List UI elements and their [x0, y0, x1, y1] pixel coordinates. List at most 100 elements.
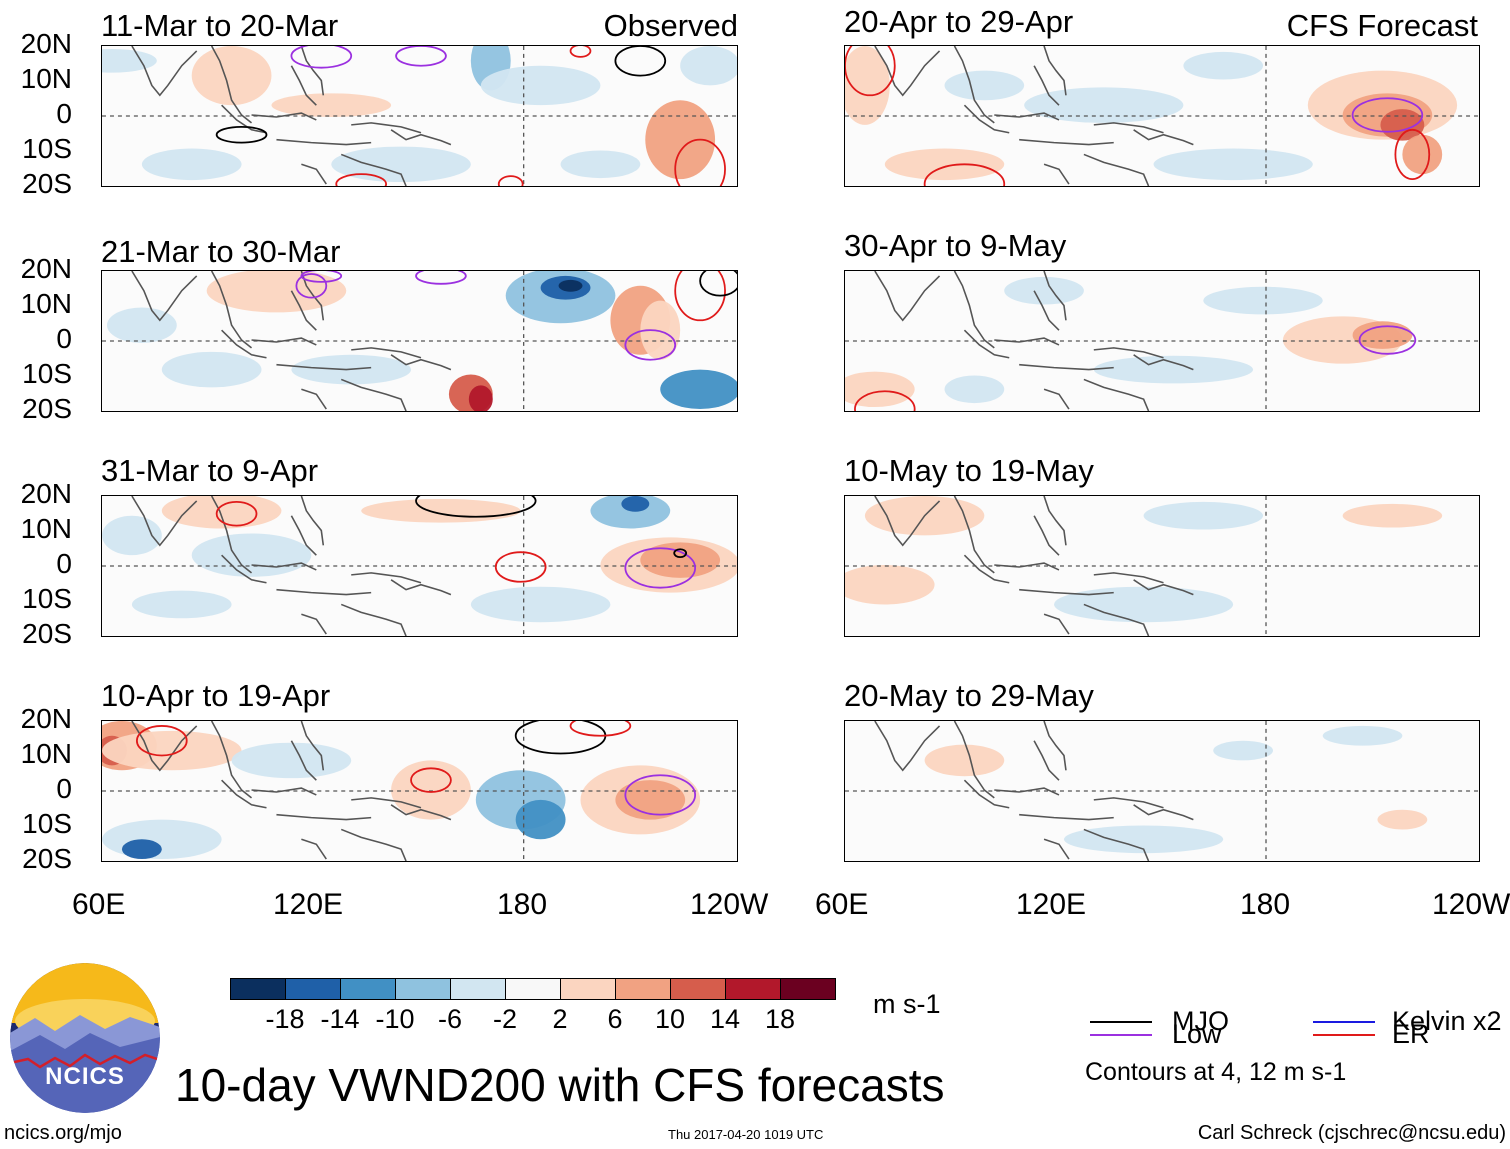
- ncics-logo: NCICS: [10, 963, 160, 1113]
- coastline: [1019, 138, 1114, 146]
- colorbar-tick-label: 6: [607, 1004, 623, 1034]
- wave-contour: [395, 46, 447, 67]
- lon-label-120w-right: 120W: [1432, 890, 1510, 920]
- map-graphic: [102, 721, 737, 861]
- lat-label-0-panel-2: 0: [56, 323, 72, 354]
- coastline: [1133, 354, 1194, 371]
- colorbar-swatch: [725, 978, 781, 1000]
- legend-label-kelvin: Kelvin x2: [1392, 1006, 1502, 1036]
- wave-contour: [624, 547, 697, 589]
- wave-contour: [674, 138, 726, 186]
- wave-contour: [295, 273, 328, 299]
- lat-label-20n-panel-3: 20N: [20, 478, 72, 509]
- coastline: [351, 797, 422, 809]
- coastline: [874, 496, 941, 547]
- anomaly-shading: [1004, 276, 1084, 305]
- coastline: [390, 804, 452, 821]
- lon-label-180-right: 180: [1240, 888, 1291, 921]
- anomaly-shading: [191, 46, 272, 106]
- wave-contour: [569, 721, 632, 737]
- panel-title-fcst-3: 10-May to 19-May: [844, 453, 1094, 488]
- coastline: [953, 46, 995, 124]
- colorbar-swatch: [615, 978, 671, 1000]
- lat-label-10s-panel-2: 10S: [22, 358, 72, 389]
- coastline: [210, 46, 253, 124]
- colorbar-tick-label: -10: [375, 1004, 415, 1034]
- coastline: [131, 721, 198, 772]
- anomaly-shading: [590, 496, 671, 529]
- anomaly-shading: [102, 515, 162, 556]
- footer-author: Carl Schreck (cjschrec@ncsu.edu): [1197, 1122, 1506, 1144]
- anomaly-shading: [621, 496, 650, 512]
- coastline: [1083, 153, 1150, 186]
- anomaly-shading: [845, 565, 935, 605]
- coastline: [1019, 363, 1114, 371]
- anomaly-shading: [102, 48, 157, 73]
- colorbar-tick-label: 14: [709, 1004, 741, 1034]
- anomaly-shading: [161, 351, 262, 388]
- anomaly-shading: [391, 760, 471, 820]
- anomaly-shading: [1153, 148, 1313, 181]
- lon-label-180-left: 180: [497, 888, 548, 921]
- panel-title-obs-3: 31-Mar to 9-Apr: [101, 453, 319, 488]
- coastline: [300, 496, 325, 546]
- coastline: [290, 65, 317, 106]
- legend-line-kelvin: [1313, 1021, 1375, 1023]
- coastline: [953, 271, 995, 349]
- anomaly-shading: [1024, 87, 1184, 123]
- wave-contour: [624, 774, 697, 816]
- anomaly-shading: [271, 93, 392, 117]
- colorbar-swatch: [450, 978, 506, 1000]
- footer-timestamp: Thu 2017-04-20 1019 UTC: [668, 1127, 824, 1142]
- coastline: [276, 813, 372, 821]
- coastline: [1043, 163, 1070, 185]
- panel-title-fcst-2: 30-Apr to 9-May: [844, 228, 1067, 263]
- anomaly-shading: [102, 819, 222, 860]
- map-panel-obs-3: [101, 495, 738, 637]
- coastline: [1033, 740, 1060, 781]
- coastline: [1133, 579, 1194, 596]
- colorbar-tick-label: -6: [437, 1004, 463, 1034]
- coastline: [131, 46, 198, 97]
- coastline: [963, 329, 1010, 359]
- anomaly-shading: [1352, 321, 1413, 349]
- coastline: [390, 579, 452, 596]
- colorbar-tick-label: 10: [654, 1004, 686, 1034]
- anomaly-shading: [680, 46, 737, 86]
- coastline: [1043, 838, 1070, 860]
- wave-contour: [215, 501, 258, 527]
- coastline: [290, 515, 317, 556]
- coastline: [874, 271, 941, 322]
- coastline: [301, 163, 327, 185]
- anomaly-shading: [121, 839, 162, 860]
- coastline: [963, 554, 1010, 584]
- map-graphic: [102, 271, 737, 411]
- anomaly-shading: [560, 150, 641, 179]
- coastline: [1083, 378, 1150, 411]
- figure-title: 10-day VWND200 with CFS forecasts: [175, 1059, 945, 1111]
- anomaly-shading: [660, 369, 737, 410]
- wave-contour: [1394, 128, 1431, 180]
- legend-line-mjo: [1090, 1021, 1152, 1023]
- coastline: [351, 122, 422, 134]
- coastline: [1043, 271, 1067, 321]
- panel-title-obs-1: 11-Mar to 20-Mar: [101, 8, 339, 43]
- colorbar-swatch: [505, 978, 561, 1000]
- lat-label-10n-panel-4: 10N: [20, 738, 72, 769]
- colorbar-tick-label: 18: [764, 1004, 796, 1034]
- anomaly-shading: [480, 65, 601, 106]
- coastline: [1019, 813, 1114, 821]
- lat-label-10s-panel-1: 10S: [22, 133, 72, 164]
- anomaly-shading: [231, 742, 352, 779]
- lat-label-20s-panel-4: 20S: [22, 843, 72, 874]
- anomaly-shading: [515, 799, 566, 840]
- wave-contour: [415, 496, 537, 518]
- wave-contour: [215, 125, 268, 144]
- lat-label-10n-panel-2: 10N: [20, 288, 72, 319]
- colorbar-swatch: [780, 978, 836, 1000]
- colorbar-swatch: [285, 978, 341, 1000]
- coastline: [390, 354, 452, 371]
- map-graphic: [845, 496, 1479, 636]
- map-panel-obs-2: [101, 270, 738, 412]
- coastline: [1093, 797, 1164, 809]
